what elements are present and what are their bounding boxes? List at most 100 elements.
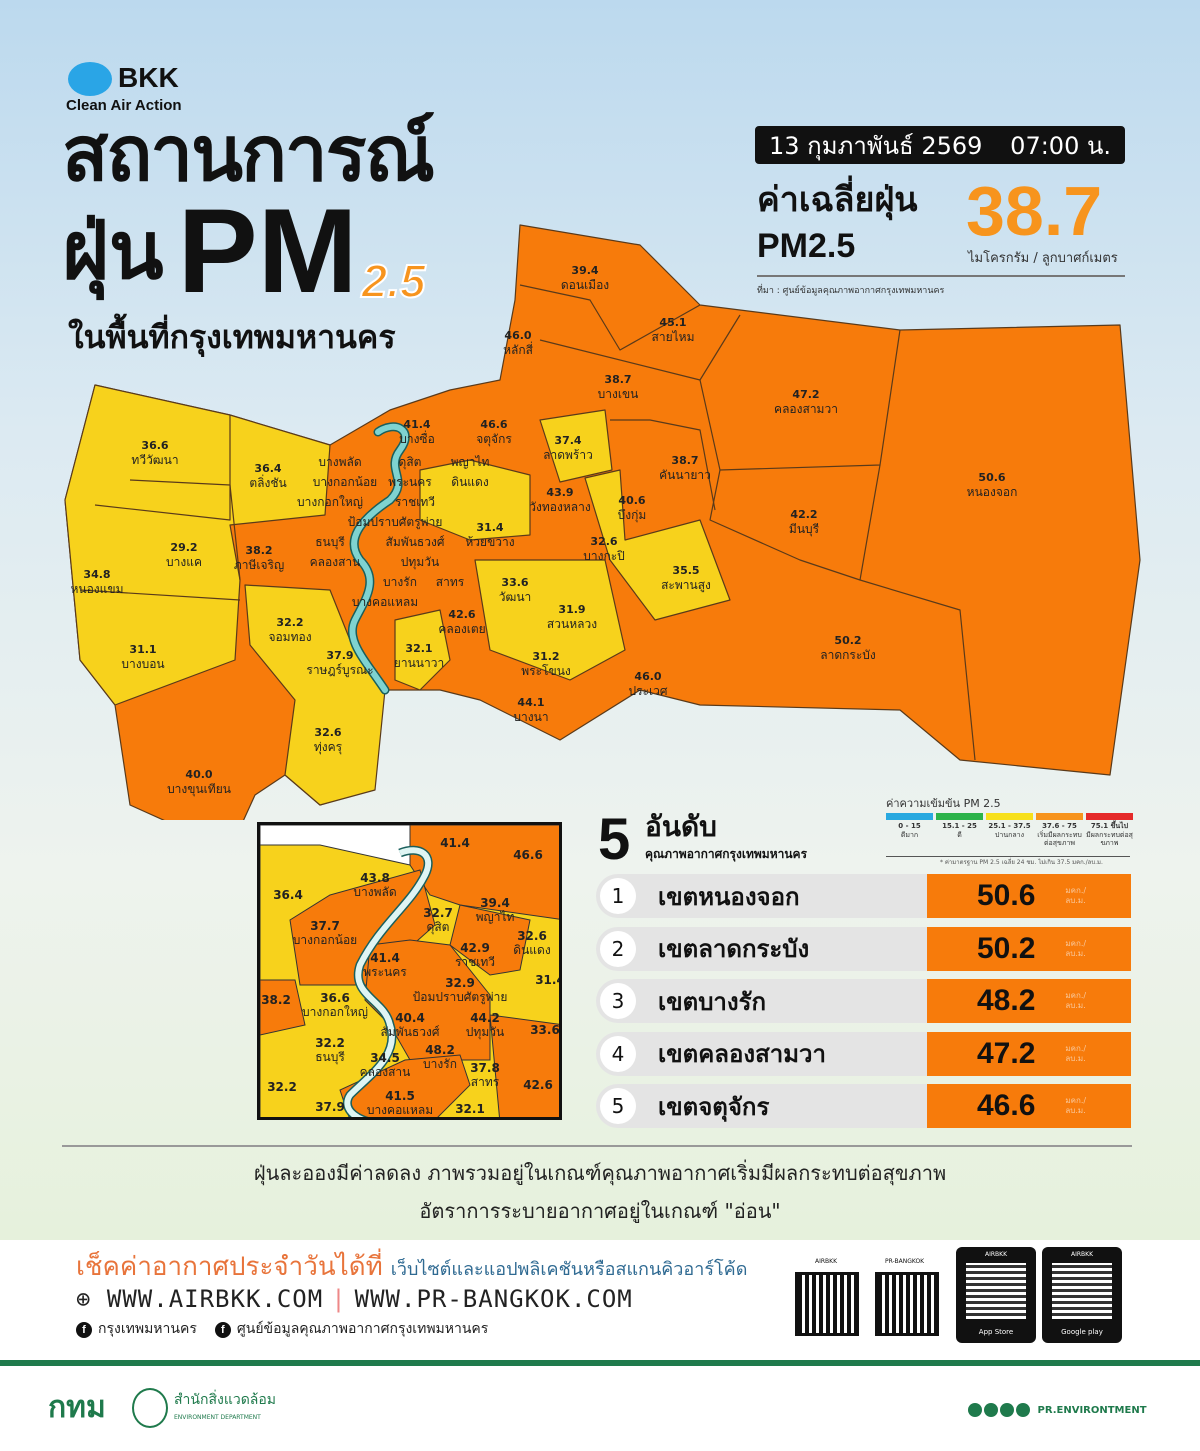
- social-handles: PR.ENVIRONTMENT: [968, 1403, 1147, 1417]
- inset-district-label: 31.4: [535, 973, 562, 987]
- rank-value-box: 47.2 มคก./ลบ.ม.: [927, 1031, 1131, 1076]
- inner-district-label: ธนบุรี: [315, 535, 345, 549]
- data-source: ที่มา : ศูนย์ข้อมูลคุณภาพอากาศกรุงเทพมหา…: [757, 286, 945, 296]
- inset-district-label: 38.2: [261, 993, 291, 1007]
- district-value: 50.2: [834, 634, 862, 647]
- district-name: บึงกุ่ม: [617, 508, 647, 522]
- map-region-yellow-riverside: [394, 609, 451, 691]
- inset-district-label: 37.9: [315, 1100, 345, 1114]
- district-name: วังทองหลาง: [529, 500, 591, 514]
- inset-value: 48.2: [425, 1043, 455, 1057]
- inset-district-label: 34.5 คลองสาน: [360, 1051, 411, 1079]
- inset-name: พระนคร: [363, 965, 407, 979]
- district-label: 32.2 จอมทอง: [268, 616, 311, 644]
- inset-name: บางกอกใหญ่: [302, 1005, 368, 1019]
- legend-swatch: [986, 813, 1033, 820]
- inset-name: ดุสิต: [426, 920, 450, 934]
- average-pm-label: PM2.5: [757, 227, 856, 265]
- district-value: 42.2: [790, 508, 818, 521]
- legend-swatch: [1086, 813, 1133, 820]
- district-value: 47.2: [792, 388, 820, 401]
- inset-name: คลองสาน: [359, 1065, 411, 1079]
- bangkok-district-map: [64, 224, 1141, 820]
- map-region-yellow-southcenter: [474, 559, 626, 681]
- average-unit: ไมโครกรัม / ลูกบาศก์เมตร: [968, 251, 1118, 266]
- district-name: พระโขนง: [521, 664, 571, 678]
- district-value: 32.1: [405, 642, 433, 655]
- legend-swatch: [886, 813, 933, 820]
- inner-district-label: บางคอแหลม: [351, 595, 419, 609]
- pm-legend: 0 - 15 ดีมาก 15.1 - 25 ดี 25.1 - 37.5 ปานกลาง…: [886, 813, 1133, 847]
- district-label: 37.4 ลาดพร้าว: [543, 434, 593, 462]
- legend-swatch: [936, 813, 983, 820]
- rank-unit: มคก./ลบ.ม.: [1065, 1043, 1087, 1063]
- district-name: บางกะปิ: [583, 549, 625, 563]
- facebook-air-center[interactable]: f ศูนย์ข้อมูลคุณภาพอากาศกรุงเทพมหานคร: [214, 1320, 488, 1338]
- facebook-bkk[interactable]: f กรุงเทพมหานคร: [76, 1320, 197, 1338]
- district-name: บางขุนเทียน: [167, 782, 231, 796]
- google-play-qr[interactable]: AIRBKK Google play: [1042, 1247, 1122, 1343]
- inset-name: สาทร: [470, 1075, 500, 1089]
- legend-item: 0 - 15 ดีมาก: [886, 813, 933, 847]
- qr-code-airbkk[interactable]: [795, 1272, 859, 1336]
- rank-district: เขตบางรัก: [658, 987, 767, 1016]
- district-value: 32.6: [314, 726, 342, 739]
- district-label: 50.2 ลาดกระบัง: [820, 634, 876, 662]
- district-name: หลักสี่: [503, 343, 533, 357]
- district-label: 29.2 บางแค: [166, 541, 202, 569]
- district-value: 32.6: [590, 535, 618, 548]
- link-pr-bangkok[interactable]: WWW.PR-BANGKOK.COM: [354, 1285, 633, 1313]
- inset-name: บางพลัด: [353, 885, 397, 899]
- inset-value: 41.5: [385, 1089, 415, 1103]
- inset-value: 32.7: [423, 906, 453, 920]
- divider: [757, 275, 1125, 277]
- inset-name: พญาไท: [475, 910, 515, 924]
- district-name: ทวีวัฒนา: [131, 453, 179, 467]
- divider: [62, 1145, 1132, 1147]
- inset-district-label: 37.8 สาทร: [470, 1061, 500, 1089]
- inset-value: 32.2: [315, 1036, 345, 1050]
- qr-code-icon: [1052, 1263, 1112, 1319]
- app-store-qr[interactable]: AIRBKK App Store: [956, 1247, 1036, 1343]
- rank-value: 47.2: [977, 1036, 1036, 1070]
- inset-district-label: 42.9 ราชเทวี: [455, 941, 495, 969]
- qr-code-pr-bangkok[interactable]: [875, 1272, 939, 1336]
- inset-name: ราชเทวี: [454, 955, 496, 969]
- district-value: 44.1: [517, 696, 545, 709]
- inset-district-label: 36.4: [273, 888, 303, 902]
- footer-divider: [0, 1360, 1200, 1366]
- message-line2: อัตราการระบายอากาศอยู่ในเกณฑ์ "อ่อน": [419, 1199, 781, 1223]
- rank-value: 50.6: [977, 879, 1036, 912]
- inner-district-name: ปทุมวัน: [401, 555, 439, 569]
- district-value: 34.8: [83, 568, 111, 581]
- inset-district-label: 32.2 ธนบุรี: [315, 1036, 345, 1064]
- inset-value: 31.4: [535, 973, 562, 987]
- inset-value: 41.4: [440, 836, 470, 850]
- district-border: [94, 415, 231, 521]
- ranking-row: 2 เขตลาดกระบัง 50.2 มคก./ลบ.ม.: [596, 926, 1131, 971]
- district-border: [129, 479, 241, 581]
- district-name: จตุจักร: [476, 432, 512, 446]
- district-name: คลองสามวา: [774, 402, 838, 416]
- district-name: คลองเตย: [438, 622, 486, 636]
- rank-district: เขตจตุจักร: [658, 1092, 770, 1121]
- inset-district-label: 43.8 บางพลัด: [353, 871, 396, 899]
- legend-item: 37.6 - 75 เริ่มมีผลกระทบต่อสุขภาพ: [1036, 813, 1083, 847]
- district-label: 37.9 ราษฎร์บูรณะ: [306, 649, 373, 677]
- district-label: 43.9 วังทองหลาง: [529, 486, 590, 514]
- district-name: ราษฎร์บูรณะ: [306, 663, 374, 677]
- inner-district-label: ดุสิต: [398, 455, 422, 469]
- district-label: 38.7 คันนายาว: [659, 454, 711, 482]
- district-value: 46.0: [634, 670, 662, 683]
- district-value: 40.6: [618, 494, 646, 507]
- inset-name: ธนบุรี: [315, 1050, 345, 1064]
- district-value: 50.6: [978, 471, 1006, 484]
- rank-value: 50.2: [977, 931, 1036, 965]
- link-airbkk[interactable]: WWW.AIRBKK.COM: [106, 1285, 324, 1313]
- app-store-label: App Store: [978, 1328, 1014, 1336]
- date-time-bar: 13 กุมภาพันธ์ 2569 07:00 น.: [755, 126, 1125, 164]
- inset-value: 37.9: [315, 1100, 345, 1114]
- inner-district-name: ป้อมปราบศัตรูพ่าย: [348, 515, 443, 529]
- district-name: บางนา: [513, 710, 549, 724]
- district-value: 38.7: [604, 373, 632, 386]
